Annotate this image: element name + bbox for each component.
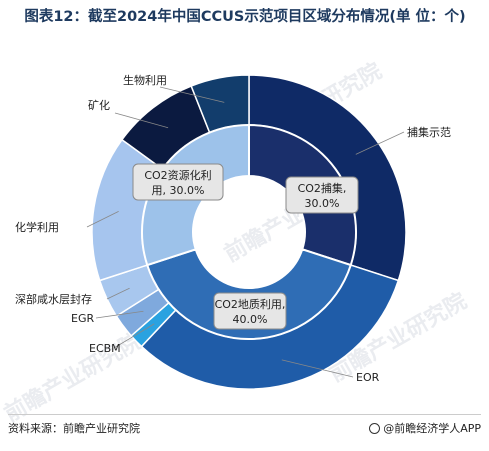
data-label: 40.0% xyxy=(233,313,268,326)
leader-line xyxy=(159,86,225,103)
outer-label: 生物利用 xyxy=(123,73,167,87)
outer-label: 捕集示范 xyxy=(407,125,451,139)
outer-label: 化学利用 xyxy=(15,220,59,234)
outer-label: 深部咸水层封存 xyxy=(15,292,92,306)
brand-label: @前瞻经济学人APP xyxy=(383,422,481,435)
leader-line xyxy=(106,287,130,300)
data-label-box xyxy=(213,292,287,330)
data-label: CO2捕集, xyxy=(298,181,347,195)
brand-text: @前瞻经济学人APP xyxy=(369,420,481,436)
data-label: CO2资源化利 xyxy=(144,168,211,182)
footer-divider xyxy=(8,414,481,415)
brand-logo-icon xyxy=(369,423,381,434)
leader-line xyxy=(113,323,155,349)
leader-line xyxy=(95,310,144,319)
data-label-box xyxy=(285,176,359,214)
leader-line xyxy=(114,112,169,129)
outer-label: EGR xyxy=(71,312,94,325)
data-label-box xyxy=(132,163,224,201)
leader-line xyxy=(355,131,405,155)
chart-title: 图表12：截至2024年中国CCUS示范项目区域分布情况(单 位：个) xyxy=(24,9,466,25)
leader-line xyxy=(86,210,119,228)
outer-label: 矿化 xyxy=(88,98,110,112)
data-label: 用, 30.0% xyxy=(152,184,205,197)
leader-line xyxy=(281,359,354,378)
footer: 资料来源：前瞻产业研究院 @前瞻经济学人APP xyxy=(8,420,481,440)
source-text: 资料来源：前瞻产业研究院 xyxy=(8,422,140,435)
outer-label: EOR xyxy=(356,371,380,384)
data-label: 30.0% xyxy=(305,197,340,210)
outer-label: ECBM xyxy=(89,342,121,355)
data-label: CO2地质利用, xyxy=(215,298,286,311)
